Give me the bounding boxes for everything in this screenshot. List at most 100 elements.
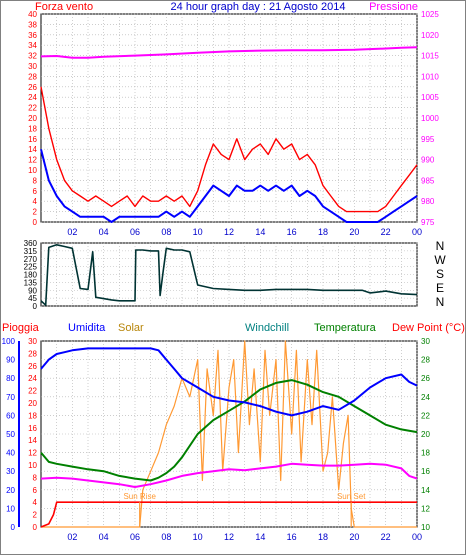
x-tick-label: 14 [255,532,265,542]
wind-tick-label: 34 [28,41,37,50]
x-tick-label: 12 [224,227,234,237]
compass-label: E [436,281,444,295]
x-tick-label: 20 [349,532,359,542]
x-tick-label: 08 [161,532,171,542]
rain-tick-label: 20 [28,399,37,408]
x-tick-label: 18 [318,532,328,542]
wind-tick-label: 4 [33,197,38,206]
pressure-tick-label: 1020 [421,31,439,40]
x-tick-label: 16 [287,532,297,542]
wind-direction-line [40,244,418,306]
x-tick-label: 06 [130,227,140,237]
x-tick-label: 02 [67,227,77,237]
legend-label: Temperatura [314,322,377,334]
rain-tick-label: 18 [28,411,37,420]
x-tick-label: 12 [224,532,234,542]
rain-tick-label: 2 [33,511,38,520]
wind-tick-label: 32 [28,52,37,61]
rain-tick-label: 24 [28,374,37,383]
pressure-tick-label: 990 [421,156,435,165]
humidity-tick-label: 80 [6,374,15,383]
direction-tick-label: 180 [24,271,38,280]
x-tick-label: 10 [193,532,203,542]
compass-label: N [436,295,445,309]
legend-label: Dew Point (°C) [392,322,465,334]
x-tick-label: 16 [287,227,297,237]
x-tick-label: 02 [67,532,77,542]
x-tick-label: 04 [99,227,109,237]
pressure-tick-label: 1000 [421,114,439,123]
legend-label: Pioggia [2,322,40,334]
temperature-tick-label: 30 [421,337,430,346]
direction-tick-label: 360 [24,239,38,248]
direction-tick-label: 45 [28,294,37,303]
right-axis-title: Pressione [369,1,418,13]
direction-tick-label: 315 [24,247,38,256]
humidity-tick-label: 10 [6,504,15,513]
rain-line [40,501,417,528]
humidity-tick-label: 20 [6,486,15,495]
wind-direction-panel-box [40,242,418,307]
rain-tick-label: 12 [28,449,37,458]
wind-average-line [40,148,418,223]
x-tick-label: 14 [255,227,265,237]
humidity-tick-label: 100 [2,337,16,346]
humidity-tick-label: 30 [6,467,15,476]
rain-tick-label: 6 [33,486,38,495]
pressure-tick-label: 985 [421,176,435,185]
legend-label: Solar [118,322,144,334]
wind-tick-label: 24 [28,93,37,102]
temperature-tick-label: 28 [421,356,430,365]
rain-tick-label: 8 [33,473,38,482]
rain-tick-label: 22 [28,387,37,396]
humidity-tick-label: 50 [6,430,15,439]
x-tick-label: 00 [412,227,422,237]
rain-tick-label: 26 [28,362,37,371]
wind-tick-label: 0 [33,218,38,227]
legend-label: Umidita [68,322,106,334]
temperature-tick-label: 16 [421,467,430,476]
wind-panel-box [40,13,418,223]
x-tick-label: 22 [381,227,391,237]
solar-line [41,340,417,528]
rain-tick-label: 28 [28,349,37,358]
temperature-tick-label: 12 [421,504,430,513]
humidity-tick-label: 40 [6,449,15,458]
x-tick-label: 10 [193,227,203,237]
pressure-tick-label: 1005 [421,93,439,102]
temperature-tick-label: 20 [421,430,430,439]
pressure-tick-label: 1025 [421,10,439,19]
pressure-tick-label: 995 [421,135,435,144]
humidity-line [40,347,418,417]
pressure-line [40,46,418,59]
temperature-tick-label: 10 [421,523,430,532]
compass-label: W [434,253,446,267]
wind-tick-label: 6 [33,187,38,196]
pressure-tick-label: 980 [421,197,435,206]
left-axis-title: Forza vento [35,1,93,13]
x-tick-label: 04 [99,532,109,542]
direction-tick-label: 90 [28,286,37,295]
rain-tick-label: 10 [28,461,37,470]
temperature-tick-label: 24 [421,393,430,402]
humidity-tick-label: 90 [6,356,15,365]
x-tick-label: 08 [161,227,171,237]
temperature-tick-label: 26 [421,374,430,383]
wind-gust-line [40,86,418,213]
wind-tick-label: 16 [28,135,37,144]
rain-tick-label: 16 [28,424,37,433]
rain-tick-label: 0 [33,523,38,532]
wind-tick-label: 10 [28,166,37,175]
sunrise-label: Sun Rise [123,492,156,501]
wind-tick-label: 30 [28,62,37,71]
x-tick-label: 22 [381,532,391,542]
direction-tick-label: 0 [33,302,38,311]
sunset-label: Sun Set [337,492,366,501]
wind-tick-label: 20 [28,114,37,123]
dew-point-line [40,462,418,488]
direction-tick-label: 225 [24,263,38,272]
wind-tick-label: 12 [28,156,37,165]
humidity-tick-label: 0 [11,523,16,532]
direction-tick-label: 270 [24,255,38,264]
